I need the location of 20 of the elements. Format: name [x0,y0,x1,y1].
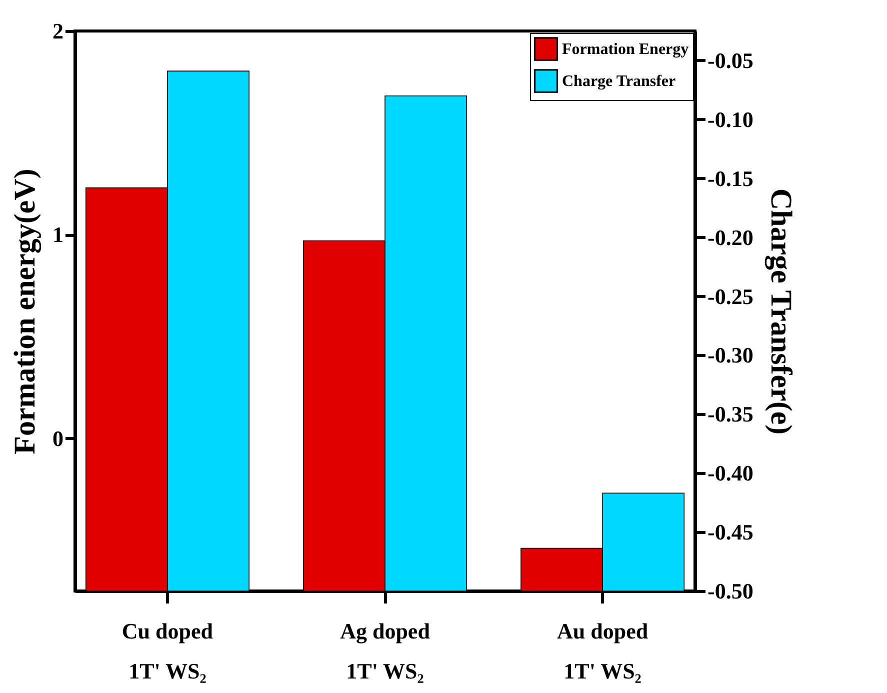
y2-tick-label: -0.25 [708,284,754,309]
y-tick-label: 0 [52,426,64,451]
y2-axis-title: Charge Transfer(e) [764,188,798,435]
legend-label: Formation Energy [562,41,689,58]
y2-tick-label: -0.40 [708,460,754,486]
x-tick-label: Au doped 1T' WS₂ [556,618,648,684]
y-tick-label: 1 [52,222,64,248]
y2-tick-label: -0.15 [708,166,754,191]
legend-label: Charge Transfer [562,73,676,90]
y2-tick-label: -0.05 [708,48,754,73]
y2-tick-label: -0.45 [708,520,754,545]
y2-tick-label: -0.50 [708,578,754,604]
y2-tick-label: -0.30 [708,342,754,368]
y2-tick-label: -0.35 [708,402,754,427]
y2-tick-label: -0.20 [708,224,754,250]
y-tick-label: 2 [52,18,64,44]
x-tick-label: Cu doped 1T' WS₂ [122,618,214,684]
y2-tick-label: -0.10 [708,106,754,132]
x-tick-label: Ag doped 1T' WS₂ [340,618,430,684]
y-axis-title: Formation energy(eV) [8,168,42,454]
